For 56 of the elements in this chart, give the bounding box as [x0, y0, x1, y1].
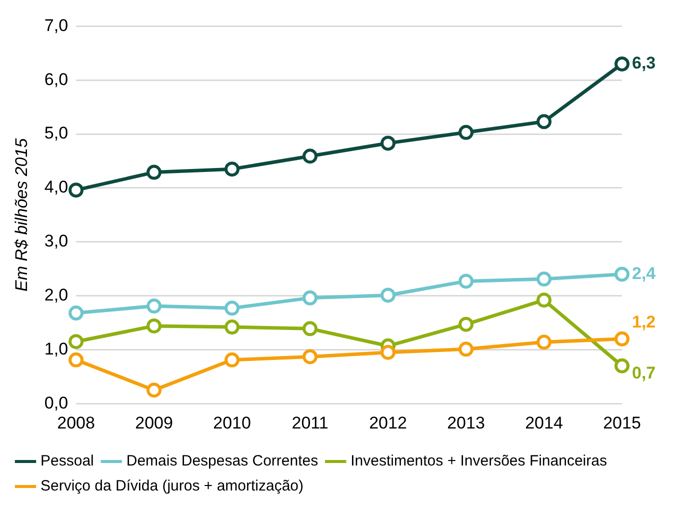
x-tick-label: 2010 [213, 413, 251, 432]
point [146, 298, 162, 314]
point [458, 274, 474, 289]
x-tick-label: 2014 [525, 413, 563, 432]
legend-label: Serviço da Dívida (juros + amortização) [40, 478, 304, 495]
point [380, 136, 396, 151]
point [536, 114, 552, 130]
point [536, 334, 552, 350]
y-axis-title: Em R$ bilhões 2015 [12, 138, 31, 292]
point [224, 300, 240, 316]
y-tick-label: 2,0 [44, 285, 68, 304]
y-tick-label: 7,0 [44, 16, 68, 35]
point [146, 164, 162, 180]
point [458, 124, 474, 140]
point [68, 182, 84, 198]
y-tick-label: 1,0 [44, 339, 68, 358]
y-tick-label: 5,0 [44, 124, 68, 143]
y-tick-label: 6,0 [44, 70, 68, 89]
point [380, 288, 396, 303]
point [68, 334, 84, 350]
point [614, 266, 630, 282]
legend-label: Demais Despesas Correntes [126, 452, 318, 470]
point [614, 56, 630, 72]
legend-label: Pessoal [40, 452, 94, 470]
x-tick-label: 2013 [447, 413, 485, 432]
y-tick-label: 3,0 [44, 232, 68, 251]
point [536, 272, 552, 287]
y-tick-label: 0,0 [44, 393, 68, 412]
data-label: 1,2 [632, 312, 656, 332]
x-tick-label: 2011 [292, 413, 328, 432]
point [614, 331, 630, 346]
y-tick-label: 4,0 [44, 178, 68, 197]
point [68, 352, 84, 368]
point [536, 292, 552, 308]
point [302, 290, 318, 306]
x-tick-label: 2008 [57, 413, 95, 432]
point [224, 162, 240, 177]
point [302, 321, 318, 336]
data-label: 0,7 [632, 364, 656, 383]
x-tick-label: 2015 [603, 413, 641, 432]
point [146, 318, 162, 334]
point [224, 320, 240, 335]
point [380, 344, 396, 360]
data-label: 2,4 [632, 264, 656, 283]
point [458, 316, 474, 332]
point [614, 358, 630, 374]
legend-label: Investimentos + Inversões Financeiras [350, 452, 607, 470]
x-tick-label: 2012 [369, 413, 407, 432]
x-tick-label: 2009 [135, 413, 173, 432]
point [458, 342, 474, 357]
point [224, 352, 240, 368]
data-label: 6,3 [632, 54, 656, 73]
point [146, 382, 162, 398]
point [68, 306, 84, 321]
point [302, 148, 318, 164]
point [302, 349, 318, 364]
